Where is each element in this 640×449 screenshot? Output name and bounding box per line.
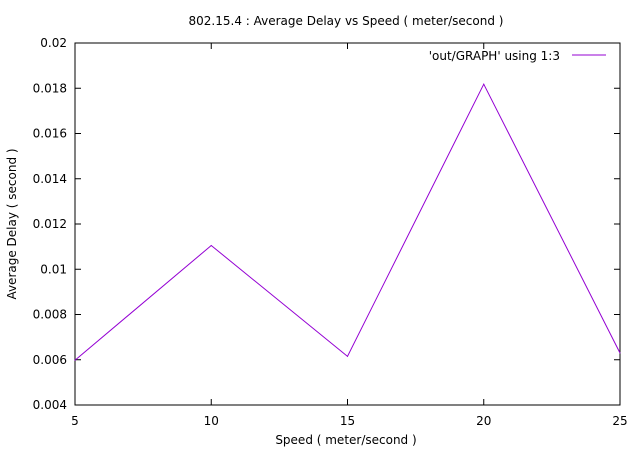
x-tick-label: 25: [612, 414, 627, 428]
y-axis: 0.004 0.006 0.008 0.01 0.012 0.014 0.016 0.018 0…: [33, 36, 620, 412]
y-tick-label: 0.014: [33, 172, 67, 186]
y-tick-label: 0.018: [33, 81, 67, 95]
x-tick-label: 15: [340, 414, 355, 428]
y-tick-label: 0.012: [33, 217, 67, 231]
y-tick-label: 0.01: [40, 262, 67, 276]
x-tick-label: 20: [476, 414, 491, 428]
legend: 'out/GRAPH' using 1:3: [429, 49, 606, 63]
series-layer: [74, 83, 621, 361]
legend-label: 'out/GRAPH' using 1:3: [429, 49, 560, 63]
plot-frame: [74, 42, 621, 406]
x-axis: 5 10 15 20 25: [71, 43, 628, 428]
data-point: [74, 359, 76, 361]
y-tick-label: 0.008: [33, 308, 67, 322]
y-tick-label: 0.006: [33, 353, 67, 367]
data-point: [210, 244, 212, 246]
data-point: [483, 83, 485, 85]
chart-title: 802.15.4 : Average Delay vs Speed ( mete…: [189, 14, 504, 28]
data-point: [619, 352, 621, 354]
x-tick-label: 5: [71, 414, 79, 428]
y-tick-label: 0.02: [40, 36, 67, 50]
y-tick-label: 0.004: [33, 398, 67, 412]
x-axis-label: Speed ( meter/second ): [275, 433, 416, 447]
y-tick-label: 0.016: [33, 127, 67, 141]
x-tick-label: 10: [204, 414, 219, 428]
data-point: [347, 355, 348, 357]
y-axis-label: Average Delay ( second ): [5, 148, 19, 299]
series-line: [74, 83, 621, 361]
